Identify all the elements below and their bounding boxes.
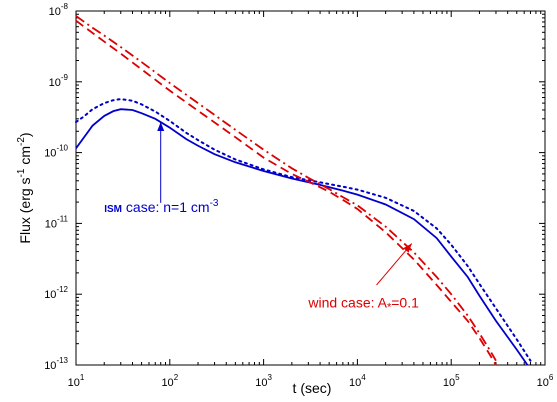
series-line-dotted bbox=[75, 98, 532, 362]
annotation-arrow-line bbox=[376, 243, 413, 286]
y-axis-label: Flux (erg s-1 cm-2) bbox=[16, 132, 33, 243]
series-line-dashed bbox=[75, 19, 497, 366]
y-tick-label: 10-12 bbox=[44, 285, 68, 301]
y-tick-label: 10-10 bbox=[44, 144, 68, 160]
y-tick-label: 10-8 bbox=[49, 2, 69, 18]
annotation-arrow-head bbox=[157, 122, 165, 132]
annotation-label: wind case: A*=0.1 bbox=[307, 294, 419, 313]
y-tick-label: 10-13 bbox=[44, 356, 68, 372]
x-tick-label: 105 bbox=[443, 373, 460, 389]
x-axis-label: t (sec) bbox=[293, 380, 332, 396]
x-tick-label: 102 bbox=[161, 373, 178, 389]
x-tick-label: 104 bbox=[349, 373, 366, 389]
annotation-arrow-head bbox=[403, 243, 412, 253]
y-tick-label: 10-11 bbox=[45, 214, 69, 230]
series-line-solid bbox=[75, 108, 529, 366]
y-tick-label: 10-9 bbox=[49, 73, 69, 89]
series-line-dashdot bbox=[75, 15, 497, 362]
x-tick-label: 101 bbox=[68, 373, 85, 389]
series-group bbox=[75, 15, 532, 366]
plot-frame bbox=[75, 10, 546, 366]
annotation-label: ISM case: n=1 cm-3 bbox=[104, 198, 219, 215]
x-tick-label: 103 bbox=[255, 373, 272, 389]
tick-labels: 101 102 103 104 105 106 10-13 10-12 10-11 10-10 10… bbox=[44, 2, 554, 389]
axis-ticks bbox=[75, 11, 545, 366]
x-tick-label: 106 bbox=[537, 373, 554, 389]
annotations-group: ISM case: n=1 cm-3 wind case: A*=0.1 bbox=[104, 122, 419, 313]
